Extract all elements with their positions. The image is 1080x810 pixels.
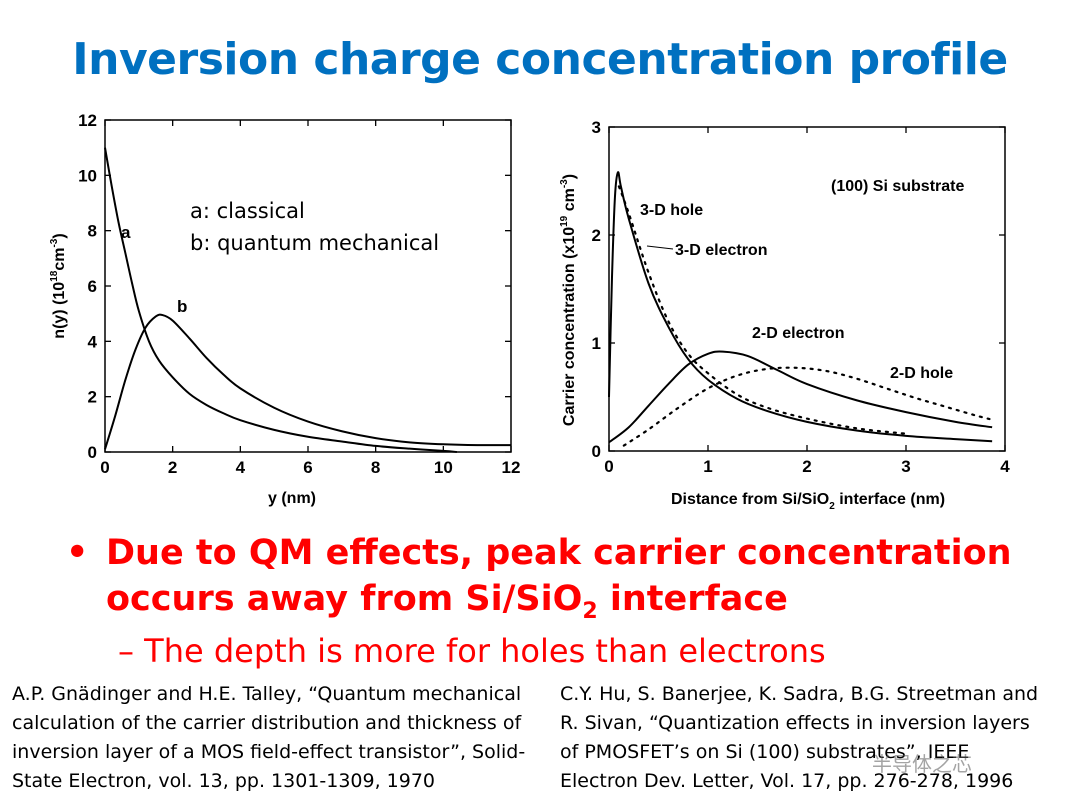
right-x-tick-label: 3 bbox=[901, 457, 910, 476]
right-curve-label-2d-electron: 2-D electron bbox=[752, 325, 844, 342]
right-x-tick-label: 0 bbox=[604, 457, 613, 476]
right-xlabel-main: Distance from Si/SiO bbox=[671, 491, 829, 508]
left-y-tick-label: 4 bbox=[88, 332, 98, 351]
left-ylabel-close: ) bbox=[51, 233, 68, 238]
left-x-tick-label: 8 bbox=[371, 458, 380, 477]
right-curve-label-3d-electron: 3-D electron bbox=[675, 242, 767, 259]
left-x-axis-label: y (nm) bbox=[268, 490, 316, 507]
right-annotation-substrate: (100) Si substrate bbox=[831, 178, 964, 195]
right-ylabel-rest: cm bbox=[561, 188, 578, 216]
right-y-tick-label: 0 bbox=[592, 442, 601, 461]
reference-left: A.P. Gnädinger and H.E. Talley, “Quantum… bbox=[12, 680, 552, 796]
bullet-line-1: Due to QM effects, peak carrier concentr… bbox=[106, 533, 1012, 573]
reference-right: C.Y. Hu, S. Banerjee, K. Sadra, B.G. Str… bbox=[560, 680, 1060, 796]
reference-right-line: R. Sivan, “Quantization effects in inver… bbox=[560, 712, 1030, 734]
right-y-tick-label: 2 bbox=[592, 226, 601, 245]
right-xlabel-sub: 2 bbox=[829, 501, 835, 512]
left-legend-line-2: b: quantum mechanical bbox=[190, 231, 439, 255]
left-y-tick-label: 6 bbox=[88, 277, 97, 296]
reference-right-line: of PMOSFET’s on Si (100) substrates”, IE… bbox=[560, 741, 970, 763]
right-y-axis-label: Carrier concentration (x1019 cm-3) bbox=[559, 174, 578, 426]
left-x-tick-label: 6 bbox=[303, 458, 312, 477]
reference-right-line: Electron Dev. Letter, Vol. 17, pp. 276-2… bbox=[560, 770, 1014, 792]
left-x-tick-label: 4 bbox=[236, 458, 246, 477]
left-y-tick-label: 8 bbox=[88, 222, 97, 241]
right-curve-label-2d-hole: 2-D hole bbox=[890, 365, 953, 382]
bullet-line-2-post: interface bbox=[597, 579, 788, 619]
right-curve-label-3d-hole: 3-D hole bbox=[640, 202, 703, 219]
right-ylabel-close: ) bbox=[561, 174, 578, 179]
left-curve-label-b: b bbox=[177, 297, 187, 316]
right-series-2-d-electron bbox=[608, 350, 993, 444]
left-ylabel-rest: cm bbox=[51, 248, 68, 271]
left-x-tick-label: 10 bbox=[434, 458, 453, 477]
left-ylabel-main: n(y) (10 bbox=[51, 282, 68, 339]
right-plot-frame bbox=[608, 126, 1006, 452]
left-x-tick-label: 12 bbox=[502, 458, 521, 477]
reference-left-line: State Electron, vol. 13, pp. 1301-1309, … bbox=[12, 770, 436, 792]
bullet-marker: • bbox=[66, 533, 89, 573]
left-legend-line-1: a: classical bbox=[190, 199, 305, 223]
right-y-tick-label: 1 bbox=[592, 334, 601, 353]
watermark: 半导体之芯 bbox=[872, 752, 972, 776]
bullet-line-2: occurs away from Si/SiO2 interface bbox=[106, 576, 1046, 635]
reference-left-line: calculation of the carrier distribution … bbox=[12, 712, 522, 734]
left-y-tick-label: 0 bbox=[88, 443, 97, 462]
right-series-2-d-hole bbox=[622, 366, 994, 447]
right-ylabel-sup2: -3 bbox=[559, 179, 570, 188]
right-x-tick-label: 4 bbox=[1000, 457, 1010, 476]
left-curve-label-a: a bbox=[121, 223, 131, 242]
sub-bullet: – The depth is more for holes than elect… bbox=[118, 632, 826, 670]
left-y-axis-label: n(y) (1018cm-3) bbox=[49, 233, 68, 338]
left-y-tick-label: 10 bbox=[78, 166, 97, 185]
right-y-tick-label: 3 bbox=[592, 118, 601, 137]
reference-left-line: inversion layer of a MOS field-effect tr… bbox=[12, 741, 526, 763]
reference-right-line: C.Y. Hu, S. Banerjee, K. Sadra, B.G. Str… bbox=[560, 683, 1039, 705]
left-series-b bbox=[104, 313, 512, 450]
right-xlabel-rest: interface (nm) bbox=[835, 491, 945, 508]
left-y-tick-label: 12 bbox=[78, 111, 97, 130]
left-x-tick-label: 2 bbox=[168, 458, 177, 477]
right-series-3-d-electron bbox=[608, 171, 993, 443]
left-ylabel-sup2: -3 bbox=[49, 238, 60, 247]
right-leader-3d-electron bbox=[646, 245, 674, 250]
bullet-line-2-sub: 2 bbox=[582, 599, 598, 624]
right-series-3-d-hole bbox=[617, 185, 908, 435]
left-y-tick-label: 2 bbox=[88, 388, 97, 407]
right-ylabel-main: Carrier concentration (x10 bbox=[561, 227, 578, 426]
left-series-a bbox=[104, 147, 457, 453]
right-x-tick-label: 2 bbox=[802, 457, 811, 476]
left-x-tick-label: 0 bbox=[100, 458, 109, 477]
right-x-tick-label: 1 bbox=[703, 457, 712, 476]
right-x-axis-label: Distance from Si/SiO2 interface (nm) bbox=[671, 491, 945, 512]
bullet-line-2-pre: occurs away from Si/SiO bbox=[106, 579, 583, 619]
slide-title: Inversion charge concentration profile bbox=[72, 34, 1008, 85]
reference-left-line: A.P. Gnädinger and H.E. Talley, “Quantum… bbox=[12, 683, 522, 705]
left-ylabel-sup: 18 bbox=[49, 270, 60, 282]
right-ylabel-sup: 19 bbox=[559, 215, 570, 227]
main-bullet: • Due to QM effects, peak carrier concen… bbox=[66, 530, 1046, 635]
